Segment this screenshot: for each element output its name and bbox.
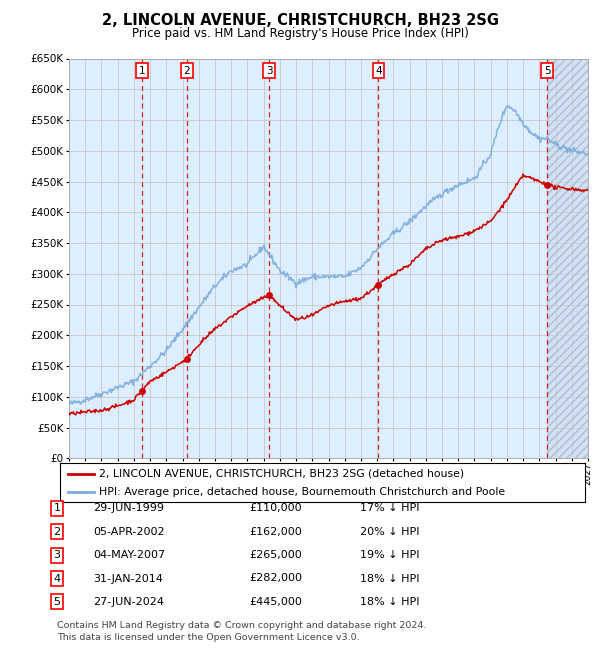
Text: 18% ↓ HPI: 18% ↓ HPI [360, 597, 419, 607]
Text: Price paid vs. HM Land Registry's House Price Index (HPI): Price paid vs. HM Land Registry's House … [131, 27, 469, 40]
Text: HPI: Average price, detached house, Bournemouth Christchurch and Poole: HPI: Average price, detached house, Bour… [100, 487, 505, 497]
Text: £445,000: £445,000 [249, 597, 302, 607]
Text: 5: 5 [53, 597, 61, 607]
Text: 29-JUN-1999: 29-JUN-1999 [93, 503, 164, 514]
Text: 04-MAY-2007: 04-MAY-2007 [93, 550, 165, 560]
Text: 3: 3 [266, 66, 272, 76]
Text: £265,000: £265,000 [249, 550, 302, 560]
Text: 4: 4 [53, 573, 61, 584]
Text: 18% ↓ HPI: 18% ↓ HPI [360, 573, 419, 584]
Text: 2: 2 [53, 526, 61, 537]
Text: Contains HM Land Registry data © Crown copyright and database right 2024.: Contains HM Land Registry data © Crown c… [57, 621, 427, 630]
Text: 05-APR-2002: 05-APR-2002 [93, 526, 164, 537]
Bar [547, 58, 588, 458]
Text: 27-JUN-2024: 27-JUN-2024 [93, 597, 164, 607]
Text: 3: 3 [53, 550, 61, 560]
Text: £110,000: £110,000 [249, 503, 302, 514]
Text: £282,000: £282,000 [249, 573, 302, 584]
Text: 31-JAN-2014: 31-JAN-2014 [93, 573, 163, 584]
Text: 19% ↓ HPI: 19% ↓ HPI [360, 550, 419, 560]
Text: 2: 2 [184, 66, 190, 76]
Text: 4: 4 [375, 66, 382, 76]
Text: This data is licensed under the Open Government Licence v3.0.: This data is licensed under the Open Gov… [57, 633, 359, 642]
Text: 2, LINCOLN AVENUE, CHRISTCHURCH, BH23 2SG (detached house): 2, LINCOLN AVENUE, CHRISTCHURCH, BH23 2S… [100, 469, 464, 478]
Bar [547, 58, 588, 458]
Text: 2, LINCOLN AVENUE, CHRISTCHURCH, BH23 2SG: 2, LINCOLN AVENUE, CHRISTCHURCH, BH23 2S… [101, 13, 499, 28]
Text: 1: 1 [53, 503, 61, 514]
Text: £162,000: £162,000 [249, 526, 302, 537]
Text: 1: 1 [139, 66, 145, 76]
Text: 5: 5 [544, 66, 551, 76]
Text: 17% ↓ HPI: 17% ↓ HPI [360, 503, 419, 514]
Text: 20% ↓ HPI: 20% ↓ HPI [360, 526, 419, 537]
